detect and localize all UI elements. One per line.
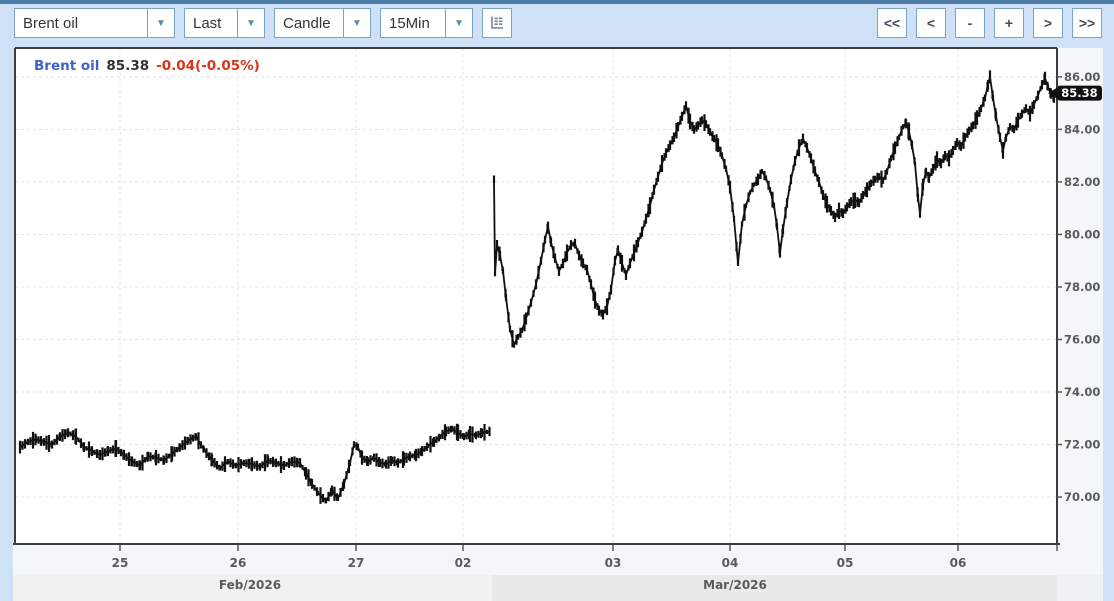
month-band [492,575,1057,601]
y-tick-label: 70.00 [1064,490,1100,504]
y-tick-label: 78.00 [1064,280,1100,294]
window-top-border [0,0,1114,4]
x-tick-label: 25 [112,556,129,570]
y-tick-label: 84.00 [1064,122,1100,136]
chart-toolbar: Brent oil ▼ Last ▼ Candle ▼ 15Min ▼ [0,4,1114,45]
axis-ticks [119,76,1062,551]
x-tick-label: 26 [230,556,247,570]
last-price-tag [1048,85,1102,101]
fast-forward-button[interactable]: >> [1072,8,1102,38]
interval-dropdown[interactable]: 15Min ▼ [380,8,473,38]
price-type-dropdown-value[interactable]: Last [184,8,237,38]
symbol-dropdown-value[interactable]: Brent oil [14,8,147,38]
x-tick-label: 02 [455,556,472,570]
zoom-in-button[interactable]: + [994,8,1024,38]
chart-type-dropdown-value[interactable]: Candle [274,8,343,38]
y-tick-label: 76.00 [1064,332,1100,346]
last-price-tag-label: 85.38 [1061,86,1097,100]
month-band [13,575,492,601]
legend-last-price: 85.38 [106,58,150,74]
y-tick-label: 80.00 [1064,227,1100,241]
candlestick-series [18,70,1058,504]
gridlines [15,48,1057,543]
data-table-icon [491,16,503,29]
chart-type-dropdown-arrow-icon[interactable]: ▼ [343,8,371,38]
price-type-dropdown[interactable]: Last ▼ [184,8,265,38]
x-tick-label: 05 [837,556,854,570]
month-band-label: Mar/2026 [703,578,767,592]
chart-legend: Brent oil 85.38 -0.04(-0.05%) [34,58,260,74]
x-tick-label: 27 [348,556,365,570]
legend-change: -0.04(-0.05%) [156,58,260,74]
y-tick-label: 82.00 [1064,175,1100,189]
plot-area [15,48,1057,543]
interval-dropdown-value[interactable]: 15Min [380,8,445,38]
step-forward-button[interactable]: > [1033,8,1063,38]
y-axis-strip [1057,48,1103,545]
legend-symbol: Brent oil [34,58,100,74]
step-backward-button[interactable]: < [916,8,946,38]
plot-border [13,47,1060,545]
month-band-label: Feb/2026 [219,578,281,592]
symbol-dropdown-arrow-icon[interactable]: ▼ [147,8,175,38]
y-tick-label: 86.00 [1064,70,1100,84]
data-table-button[interactable] [482,8,512,38]
chart-nav-buttons: << < - + > >> [877,8,1102,38]
interval-dropdown-arrow-icon[interactable]: ▼ [445,8,473,38]
chart-type-dropdown[interactable]: Candle ▼ [274,8,371,38]
fast-backward-button[interactable]: << [877,8,907,38]
symbol-dropdown[interactable]: Brent oil ▼ [14,8,175,38]
y-tick-label: 72.00 [1064,438,1100,452]
x-axis-strip [13,545,1103,575]
zoom-out-button[interactable]: - [955,8,985,38]
axis-corner [1057,575,1103,601]
price-type-dropdown-arrow-icon[interactable]: ▼ [237,8,265,38]
x-tick-label: 03 [605,556,622,570]
y-tick-label: 74.00 [1064,385,1100,399]
x-tick-label: 04 [722,556,739,570]
x-tick-label: 06 [950,556,967,570]
